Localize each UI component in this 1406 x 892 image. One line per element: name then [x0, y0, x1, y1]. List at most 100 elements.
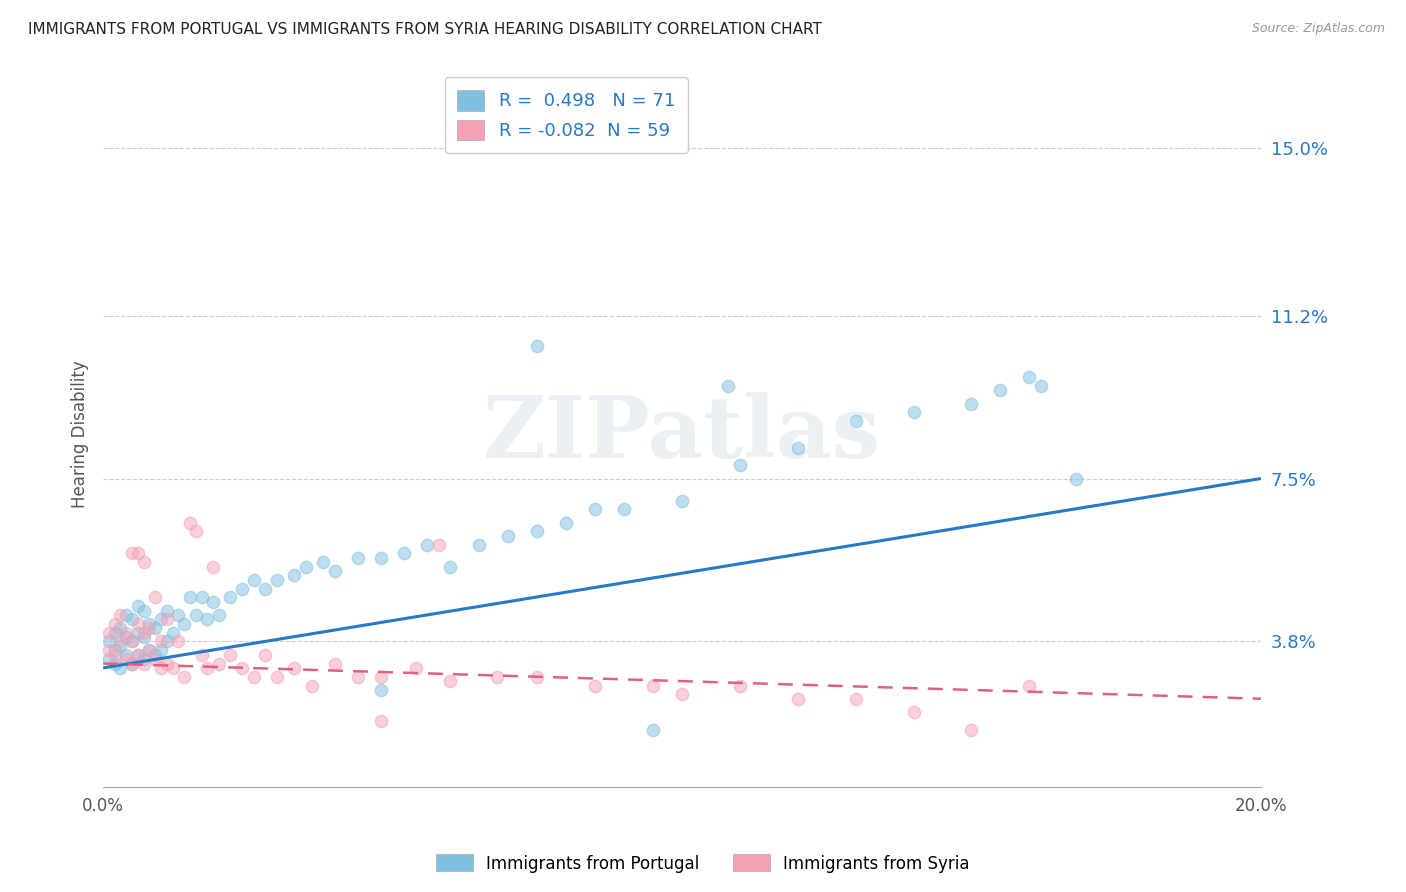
Point	[179, 516, 201, 530]
Point	[132, 657, 155, 671]
Point	[150, 661, 173, 675]
Point	[1018, 679, 1040, 693]
Point	[127, 546, 149, 560]
Point	[156, 634, 179, 648]
Point	[583, 502, 606, 516]
Point	[121, 657, 143, 671]
Point	[903, 705, 925, 719]
Point	[173, 616, 195, 631]
Point	[150, 612, 173, 626]
Point	[416, 538, 439, 552]
Text: IMMIGRANTS FROM PORTUGAL VS IMMIGRANTS FROM SYRIA HEARING DISABILITY CORRELATION: IMMIGRANTS FROM PORTUGAL VS IMMIGRANTS F…	[28, 22, 823, 37]
Point	[104, 625, 127, 640]
Legend: Immigrants from Portugal, Immigrants from Syria: Immigrants from Portugal, Immigrants fro…	[430, 847, 976, 880]
Point	[132, 652, 155, 666]
Point	[845, 414, 868, 428]
Point	[903, 405, 925, 419]
Point	[1018, 370, 1040, 384]
Point	[266, 670, 288, 684]
Point	[184, 524, 207, 539]
Point	[583, 679, 606, 693]
Text: Source: ZipAtlas.com: Source: ZipAtlas.com	[1251, 22, 1385, 36]
Point	[104, 643, 127, 657]
Point	[219, 648, 242, 662]
Point	[1064, 471, 1087, 485]
Point	[121, 546, 143, 560]
Point	[219, 591, 242, 605]
Point	[786, 691, 808, 706]
Point	[167, 634, 190, 648]
Point	[138, 643, 160, 657]
Point	[231, 661, 253, 675]
Point	[208, 657, 231, 671]
Point	[1029, 379, 1052, 393]
Point	[347, 550, 370, 565]
Point	[392, 546, 415, 560]
Point	[110, 634, 132, 648]
Point	[97, 652, 120, 666]
Point	[405, 661, 427, 675]
Point	[202, 595, 225, 609]
Point	[132, 630, 155, 644]
Point	[121, 634, 143, 648]
Point	[115, 648, 138, 662]
Point	[127, 616, 149, 631]
Point	[121, 634, 143, 648]
Point	[121, 612, 143, 626]
Point	[115, 625, 138, 640]
Point	[156, 657, 179, 671]
Point	[671, 687, 693, 701]
Point	[370, 670, 392, 684]
Point	[104, 657, 127, 671]
Point	[195, 661, 218, 675]
Point	[208, 608, 231, 623]
Point	[555, 516, 578, 530]
Point	[370, 714, 392, 728]
Point	[439, 559, 461, 574]
Point	[190, 648, 212, 662]
Point	[115, 608, 138, 623]
Point	[97, 625, 120, 640]
Point	[323, 657, 346, 671]
Point	[110, 621, 132, 635]
Point	[127, 625, 149, 640]
Point	[97, 643, 120, 657]
Point	[641, 723, 664, 737]
Point	[110, 608, 132, 623]
Point	[283, 568, 305, 582]
Point	[132, 604, 155, 618]
Point	[97, 634, 120, 648]
Point	[427, 538, 450, 552]
Point	[138, 616, 160, 631]
Point	[370, 550, 392, 565]
Point	[671, 493, 693, 508]
Point	[283, 661, 305, 675]
Point	[960, 397, 983, 411]
Point	[439, 674, 461, 689]
Point	[162, 625, 184, 640]
Point	[195, 612, 218, 626]
Point	[150, 634, 173, 648]
Point	[312, 555, 335, 569]
Point	[728, 679, 751, 693]
Point	[301, 679, 323, 693]
Point	[156, 604, 179, 618]
Point	[127, 648, 149, 662]
Point	[370, 682, 392, 697]
Point	[138, 643, 160, 657]
Point	[143, 648, 166, 662]
Point	[728, 458, 751, 473]
Point	[498, 529, 520, 543]
Point	[104, 616, 127, 631]
Point	[150, 643, 173, 657]
Point	[347, 670, 370, 684]
Point	[127, 599, 149, 614]
Point	[786, 441, 808, 455]
Point	[323, 564, 346, 578]
Point	[242, 670, 264, 684]
Point	[138, 621, 160, 635]
Y-axis label: Hearing Disability: Hearing Disability	[72, 360, 89, 508]
Point	[184, 608, 207, 623]
Point	[173, 670, 195, 684]
Point	[143, 652, 166, 666]
